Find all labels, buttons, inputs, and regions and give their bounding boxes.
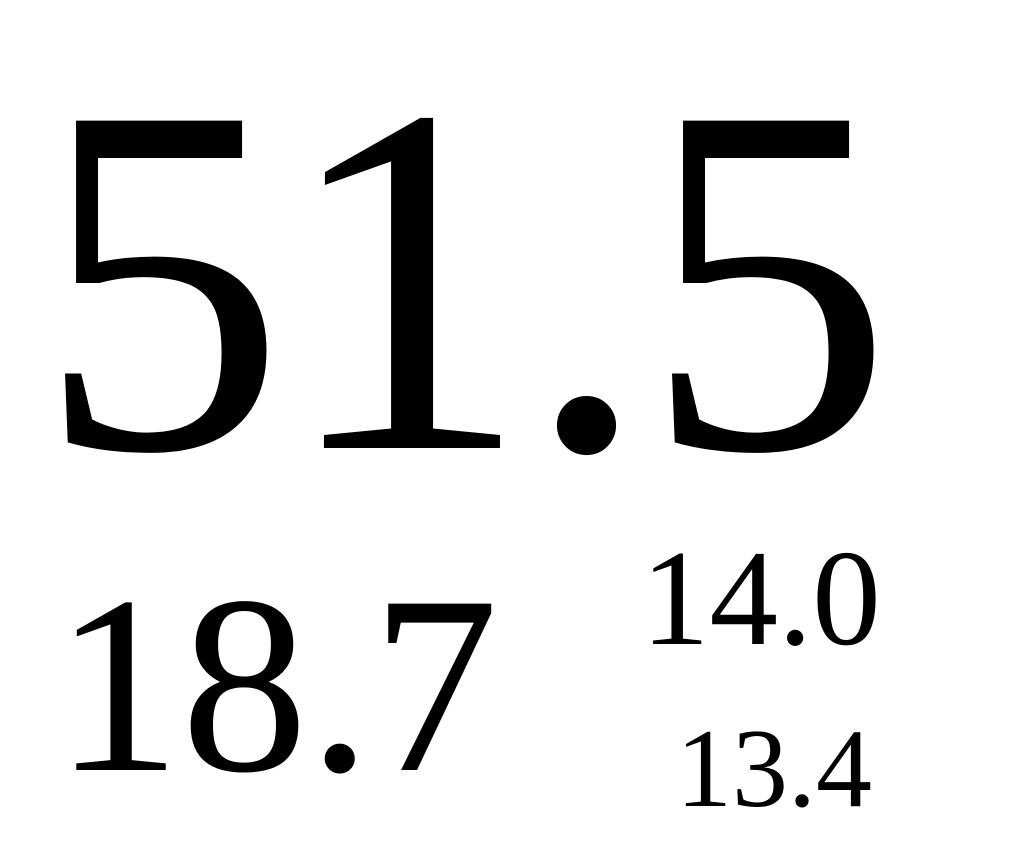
main-value: 51.5 bbox=[36, 3, 893, 557]
upper-right-value: 14.0 bbox=[641, 522, 881, 674]
lower-right-value: 13.4 bbox=[676, 707, 872, 831]
secondary-value: 18.7 bbox=[54, 544, 499, 825]
